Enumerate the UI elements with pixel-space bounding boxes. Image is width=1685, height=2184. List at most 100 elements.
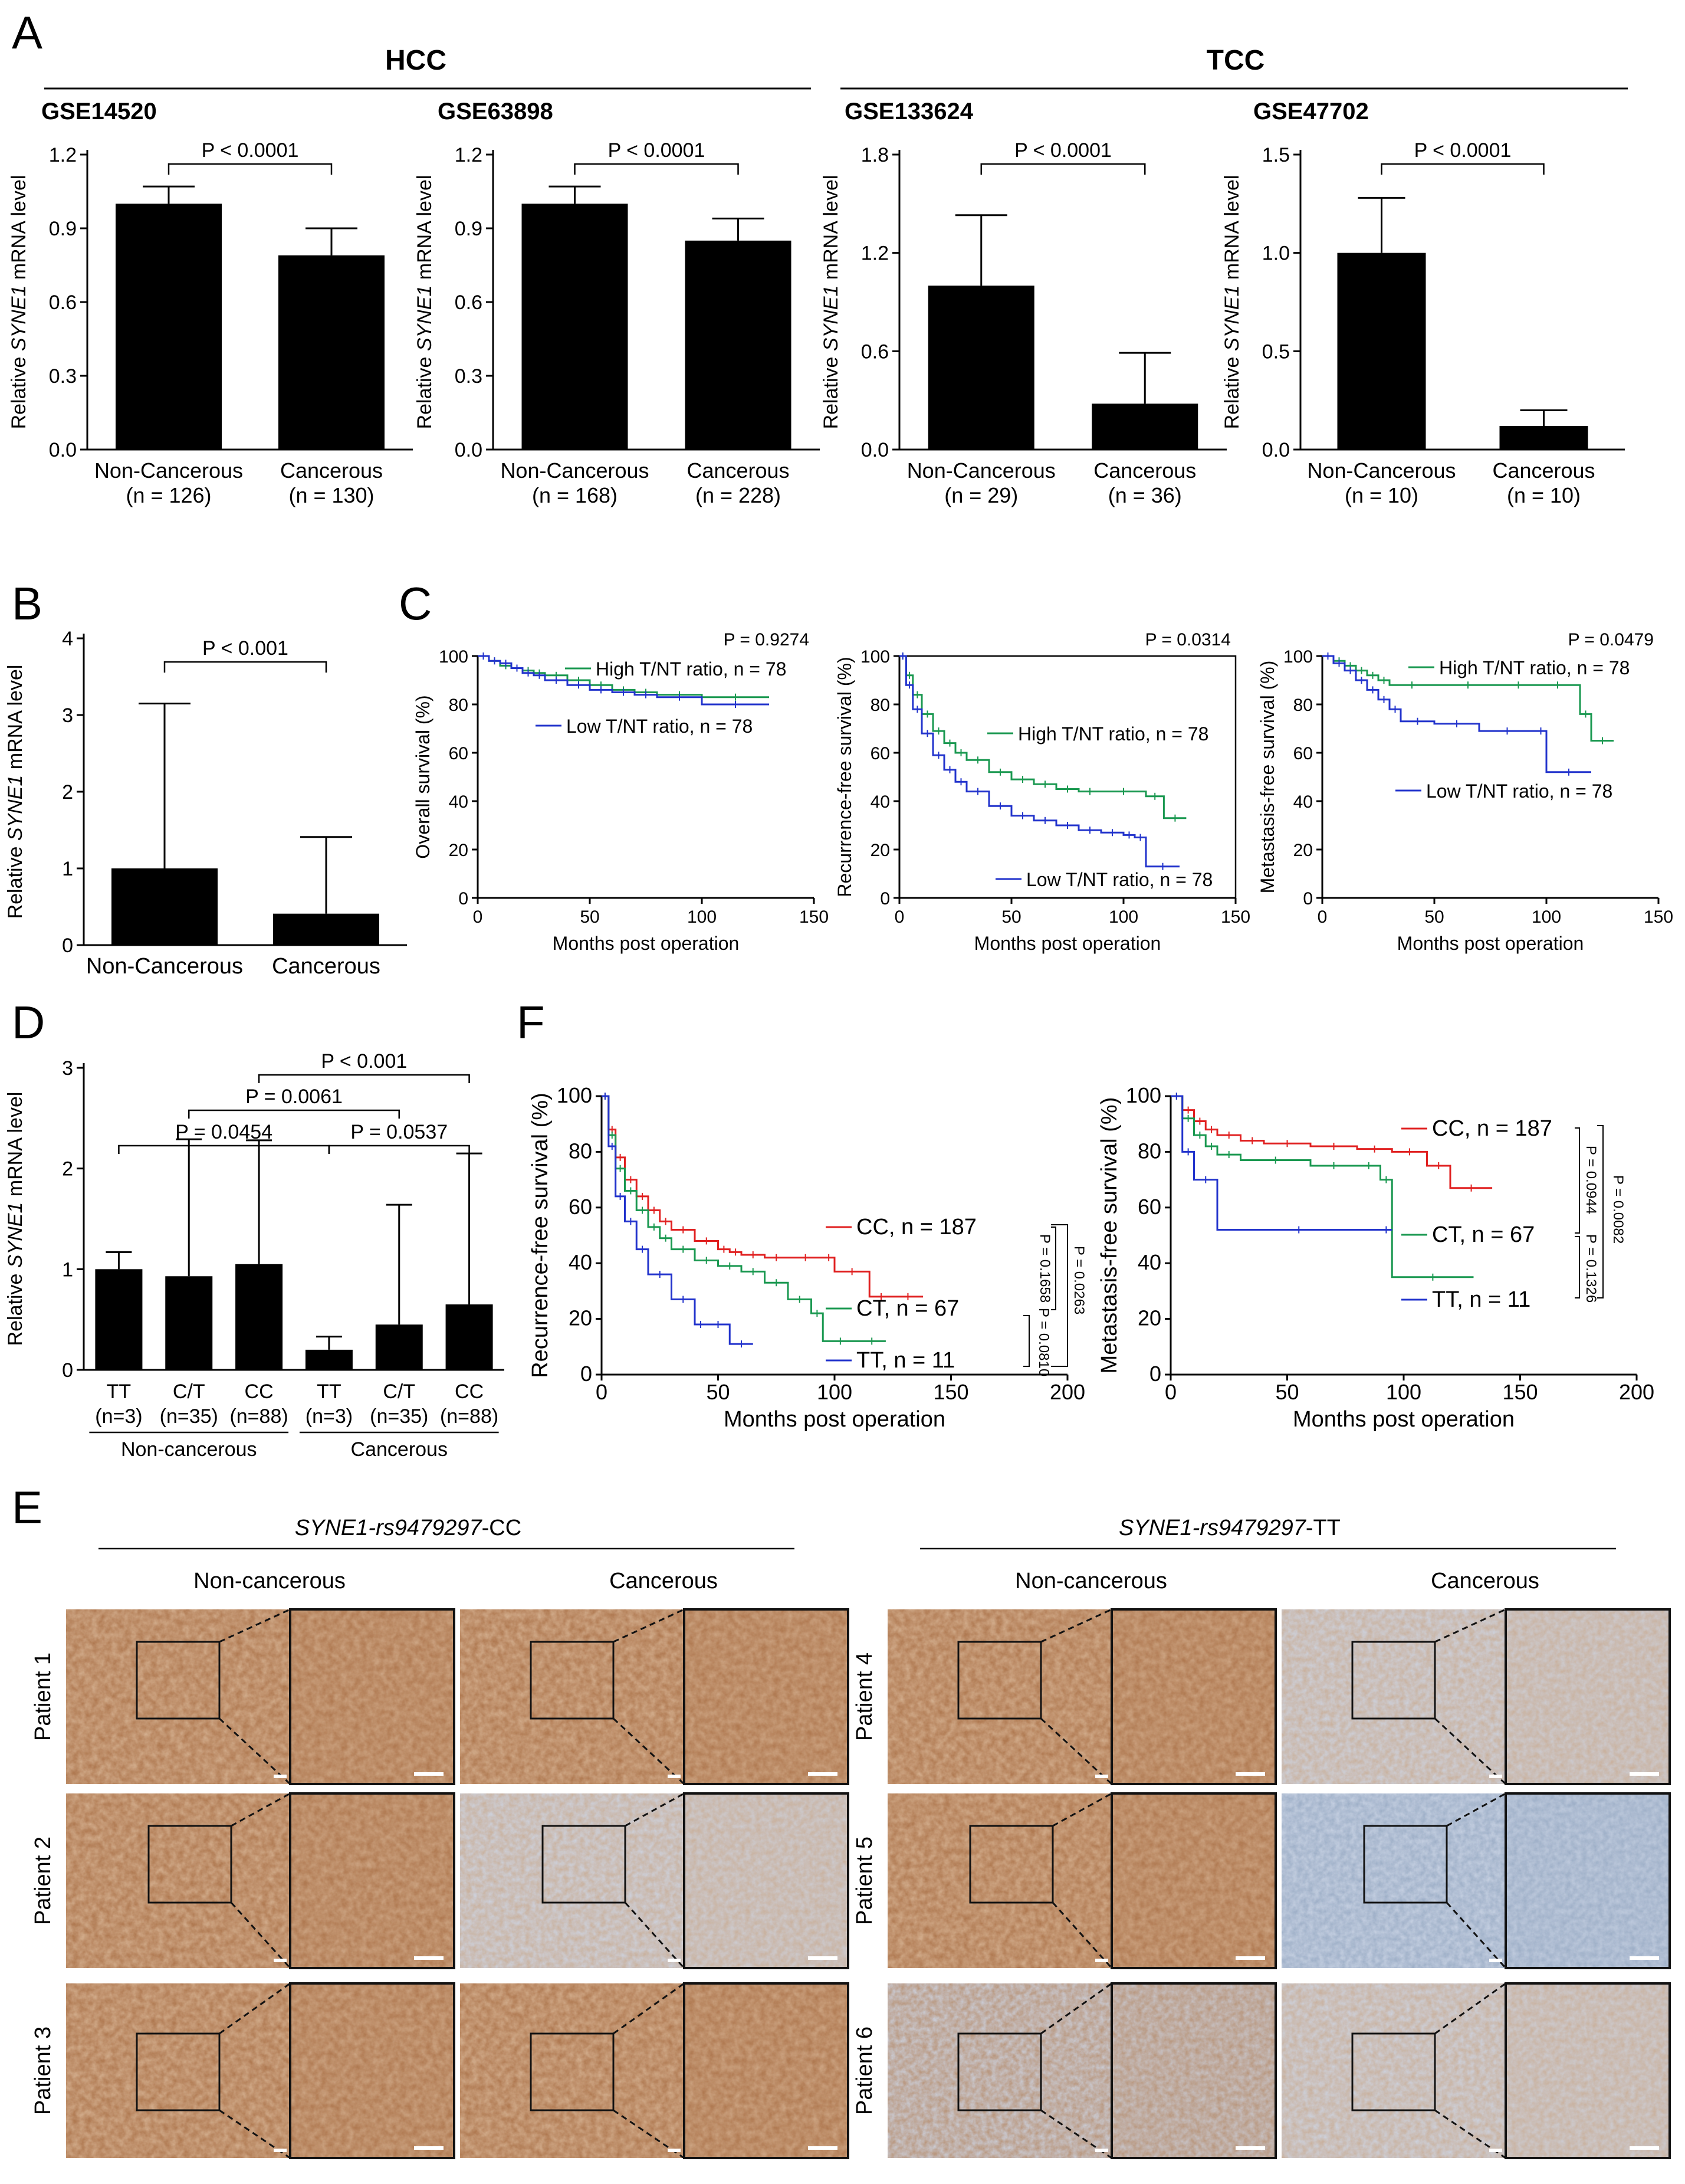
y-tick-label: 60 [1138,1195,1161,1219]
y-tick-label: 0.5 [1262,340,1290,363]
ihc-inset-texture [1112,1983,1276,2158]
p-value-cancerous: P = 0.0537 [350,1121,448,1143]
bar [1337,252,1426,450]
inset-frame [1111,1608,1277,1785]
ihc-texture [66,1983,308,2158]
bar [278,255,385,450]
zoom-connector [219,1982,291,2035]
ihc-inset-texture [684,1609,848,1784]
y-tick-label: 0.0 [1262,439,1290,461]
genotype-name: SYNE1-rs9479297 [1119,1516,1307,1540]
y-axis-label: Metastasis-free survival (%) [1097,1097,1122,1374]
x-tick-label: 150 [799,907,829,927]
ihc-texture [460,1983,702,2158]
p-value-bracket [980,163,1146,175]
scale-bar [274,2149,287,2152]
y-tick-label: 40 [1293,792,1313,812]
category-label: Non-Cancerous [500,458,649,483]
legend-label: CC, n = 187 [1432,1116,1552,1141]
ihc-inset-texture [1506,1609,1670,1784]
p-bracket [1051,1224,1068,1367]
survival-curve [899,655,1187,819]
zoom-region [147,1825,232,1904]
genotype-title: SYNE1-rs9479297-CC [295,1516,521,1540]
y-tick-label: 1.8 [861,144,889,166]
genotype-suffix: -TT [1306,1516,1341,1540]
x-axis-label: Months post operation [1293,1407,1515,1432]
ihc-texture [66,1793,308,1968]
y-axis-label-part: SYNE1 [4,1202,27,1268]
panel-label-b: B [12,578,42,629]
bar [445,1304,493,1370]
ihc-inset-texture [290,1983,454,2158]
patient-label: Patient 1 [31,1652,55,1741]
y-tick-label: 80 [1293,696,1313,715]
y-axis-label-part: Relative [4,1268,27,1346]
y-tick-label: 80 [449,696,468,715]
scale-bar [808,2146,837,2150]
bar [1499,426,1588,450]
category-label: CC [245,1380,274,1403]
legend-label: CC, n = 187 [856,1215,977,1239]
y-axis-label-part: Relative [8,351,30,429]
p-value: P = 0.0479 [1568,630,1654,650]
p-value: P < 0.0001 [1414,139,1512,162]
hcc-title: HCC [385,45,446,76]
x-tick-label: 50 [1275,1380,1299,1404]
ihc-texture [66,1609,308,1784]
x-tick-label: 100 [1386,1380,1421,1404]
y-axis-label-part: mRNA level [820,175,842,286]
zoom-connector [219,1608,291,1643]
ihc-texture [460,1609,702,1784]
category-label: TT [107,1380,132,1403]
inset-frame [1505,1982,1671,2159]
p-value-tt-bracket [118,1145,330,1154]
x-axis-label: Months post operation [724,1407,945,1432]
ihc-inset-texture [1112,1609,1276,1784]
y-tick-label: 80 [569,1139,592,1163]
legend-label: High T/NT ratio, n = 78 [1439,657,1630,678]
zoom-connector [1040,1982,1112,2035]
p-value-bracket [574,163,739,175]
zoom-region [1351,1641,1436,1720]
y-tick-label: 1 [62,1258,73,1281]
p-value-cc-bracket [258,1074,470,1083]
y-tick-label: 20 [569,1306,592,1330]
inset-frame [289,1608,455,1785]
category-label: (n = 126) [126,483,211,507]
inset-frame [683,1608,849,1785]
ihc-texture [1282,1983,1523,2158]
ihc-texture [888,1609,1129,1784]
patient-label: Patient 4 [852,1652,877,1741]
y-axis-label-part: SYNE1 [1221,286,1243,352]
p-value-cc-ct: P = 0.1658 [1037,1234,1053,1303]
category-label: Cancerous [687,458,789,483]
chart-gse63898: GSE63898 0.0 0.3 0.6 0.9 1.2 Relative SYNE1 mR… [413,99,820,507]
legend-label: CT, n = 67 [856,1296,959,1321]
category-label: (n = 10) [1345,483,1418,507]
category-label: CC [455,1380,484,1403]
p-value-ct-tt: P = 0.0810 [1036,1308,1052,1376]
p-value-ct: P = 0.0061 [245,1086,343,1108]
zoom-connector [230,1901,291,1969]
x-tick-label: 200 [1619,1380,1654,1404]
patient-label: Patient 6 [852,2026,877,2115]
y-tick-label: 40 [1138,1250,1161,1274]
group-label: Cancerous [351,1438,448,1461]
inset-frame [1111,1982,1277,2159]
tcc-title: TCC [1207,45,1265,76]
p-value-cc-tt: P = 0.0263 [1071,1246,1087,1314]
p-value-cancerous-bracket [328,1145,470,1154]
chart-gse133624: GSE133624 0.0 0.6 1.2 1.8 Relative SYNE1 mRNA… [820,99,1227,507]
ihc-inset-texture [290,1609,454,1784]
y-axis-label-part: mRNA level [413,175,436,286]
p-value: P = 0.9274 [724,630,809,650]
zoom-region [969,1825,1054,1904]
p-value-ct-bracket [188,1109,400,1119]
p-value-bracket [167,163,333,175]
y-axis-label-part: SYNE1 [4,775,27,841]
zoom-connector [1446,1792,1506,1827]
chart-panel-b: 0 1 2 3 4 Relative SYNE1 mRNA level Non-Cancer… [4,628,407,979]
x-axis-label: Months post operation [974,933,1161,954]
zoom-connector [612,1717,685,1785]
